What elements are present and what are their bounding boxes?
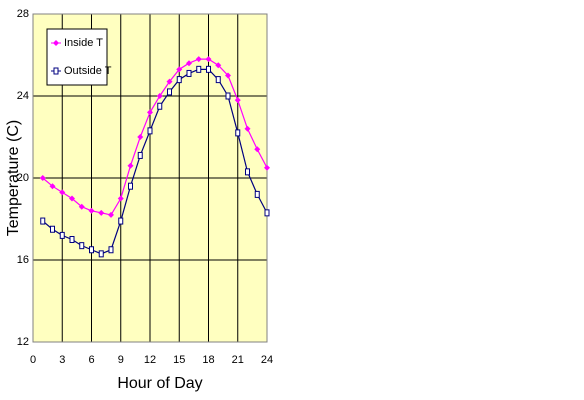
marker (98, 250, 104, 258)
marker (53, 67, 59, 75)
marker (245, 168, 250, 176)
marker (50, 225, 55, 233)
marker (157, 102, 163, 110)
marker (147, 109, 153, 116)
legend-box (46, 28, 108, 86)
marker (206, 65, 211, 73)
y-axis-label: Temperature (C) (5, 120, 22, 236)
marker (254, 190, 260, 198)
y-tick-label: 28 (17, 8, 29, 20)
marker (79, 242, 85, 250)
marker (234, 97, 241, 104)
marker (78, 203, 85, 210)
marker (225, 92, 231, 100)
marker (264, 164, 270, 171)
marker (53, 40, 59, 46)
marker (69, 236, 75, 243)
marker (176, 76, 182, 84)
marker (167, 88, 172, 96)
marker (186, 60, 192, 67)
marker (254, 146, 261, 153)
x-tick-label: 15 (173, 354, 185, 366)
marker (98, 209, 105, 216)
y-tick-label: 16 (17, 254, 29, 266)
marker (166, 78, 173, 85)
x-tick-label: 6 (88, 354, 94, 366)
marker (137, 134, 144, 140)
x-tick-label: 18 (202, 354, 214, 366)
x-tick-label: 0 (30, 354, 36, 366)
marker (89, 246, 94, 254)
marker (39, 175, 46, 181)
marker (40, 217, 46, 225)
marker (137, 151, 143, 159)
marker (59, 231, 65, 239)
x-axis-label: Hour of Day (117, 375, 202, 392)
marker (118, 217, 124, 225)
y-tick-label: 12 (17, 336, 29, 348)
marker (108, 246, 114, 254)
marker (156, 93, 163, 99)
marker (88, 207, 95, 214)
x-tick-label: 12 (144, 354, 156, 366)
marker (225, 72, 231, 79)
y-tick-label: 24 (17, 90, 29, 102)
marker (59, 189, 66, 196)
marker (215, 62, 222, 69)
marker (176, 66, 183, 73)
x-tick-label: 3 (59, 354, 65, 366)
marker (69, 195, 75, 202)
marker (264, 209, 270, 217)
legend-label: Inside T (64, 37, 103, 49)
x-tick-label: 9 (118, 354, 124, 366)
marker (128, 182, 133, 190)
marker (215, 76, 221, 84)
marker (186, 69, 192, 77)
marker (147, 127, 153, 135)
legend-label: Outside T (64, 65, 112, 77)
marker (117, 195, 124, 202)
marker (196, 65, 202, 73)
marker (49, 183, 56, 190)
marker (127, 162, 134, 169)
marker (108, 211, 114, 218)
marker (235, 129, 241, 137)
plot-border (32, 13, 268, 343)
marker (205, 56, 212, 63)
x-tick-label: 24 (261, 354, 273, 366)
x-tick-label: 21 (232, 354, 244, 366)
marker (244, 125, 251, 132)
marker (195, 56, 202, 63)
y-tick-label: 20 (17, 172, 29, 184)
